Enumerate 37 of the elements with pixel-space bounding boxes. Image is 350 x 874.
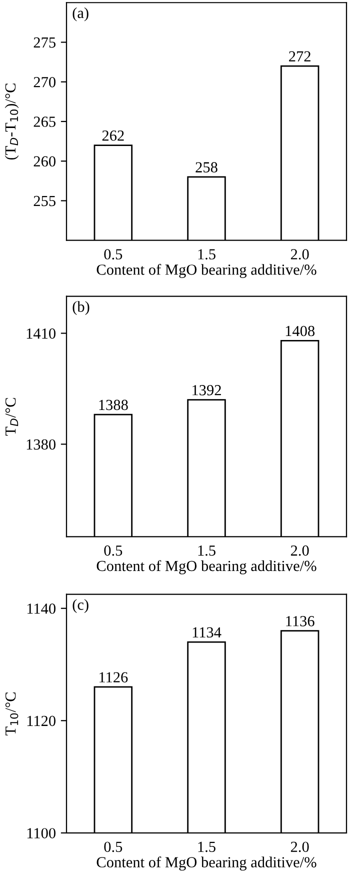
data-label: 258	[196, 162, 218, 172]
data-label: 1126	[100, 672, 128, 682]
data-label: 272	[289, 51, 310, 62]
data-label: 1134	[192, 627, 222, 638]
y-tick-label: 255	[34, 196, 56, 206]
y-tick-label: 1380	[26, 439, 56, 450]
data-label: 1136	[286, 616, 314, 626]
data-label: 1388	[99, 400, 128, 410]
x-tick-label: 2.0	[290, 249, 309, 260]
y-tick-label: 265	[34, 116, 56, 127]
y-tick-label: 1120	[27, 716, 56, 726]
y-tick-label: 1410	[26, 328, 56, 339]
x-tick-label: 0.5	[104, 545, 122, 556]
data-label: 1408	[286, 326, 315, 336]
y-tick-label: 1140	[27, 603, 56, 614]
x-tick-label: 1.5	[198, 842, 216, 852]
x-tick-label: 2.0	[290, 545, 309, 556]
y-tick-label: 1100	[27, 828, 56, 838]
annotation: (b)	[72, 301, 90, 315]
data-label: 1392	[192, 385, 221, 396]
annotation: (c)	[72, 599, 88, 613]
x-tick-label: 1.5	[198, 249, 216, 260]
x-tick-label: 0.5	[104, 249, 122, 260]
y-axis-title: T$_{10}$/°C	[5, 692, 18, 736]
x-tick-label: 0.5	[104, 842, 122, 852]
x-axis-title: Content of MgO bearing additive/%	[96, 856, 316, 871]
annotation: (a)	[72, 7, 88, 22]
y-tick-label: 270	[34, 77, 56, 88]
y-axis-title: (T$_{D}$-T$_{10}$)/°C	[4, 84, 19, 160]
x-axis-title: Content of MgO bearing additive/%	[96, 560, 316, 574]
x-tick-label: 2.0	[290, 842, 309, 852]
y-tick-label: 275	[34, 37, 56, 48]
y-tick-label: 260	[34, 156, 56, 167]
y-axis-title: T$_{D}$/°C	[5, 398, 18, 436]
x-axis-title: Content of MgO bearing additive/%	[96, 264, 316, 278]
data-label: 262	[102, 130, 124, 141]
x-tick-label: 1.5	[198, 545, 216, 556]
